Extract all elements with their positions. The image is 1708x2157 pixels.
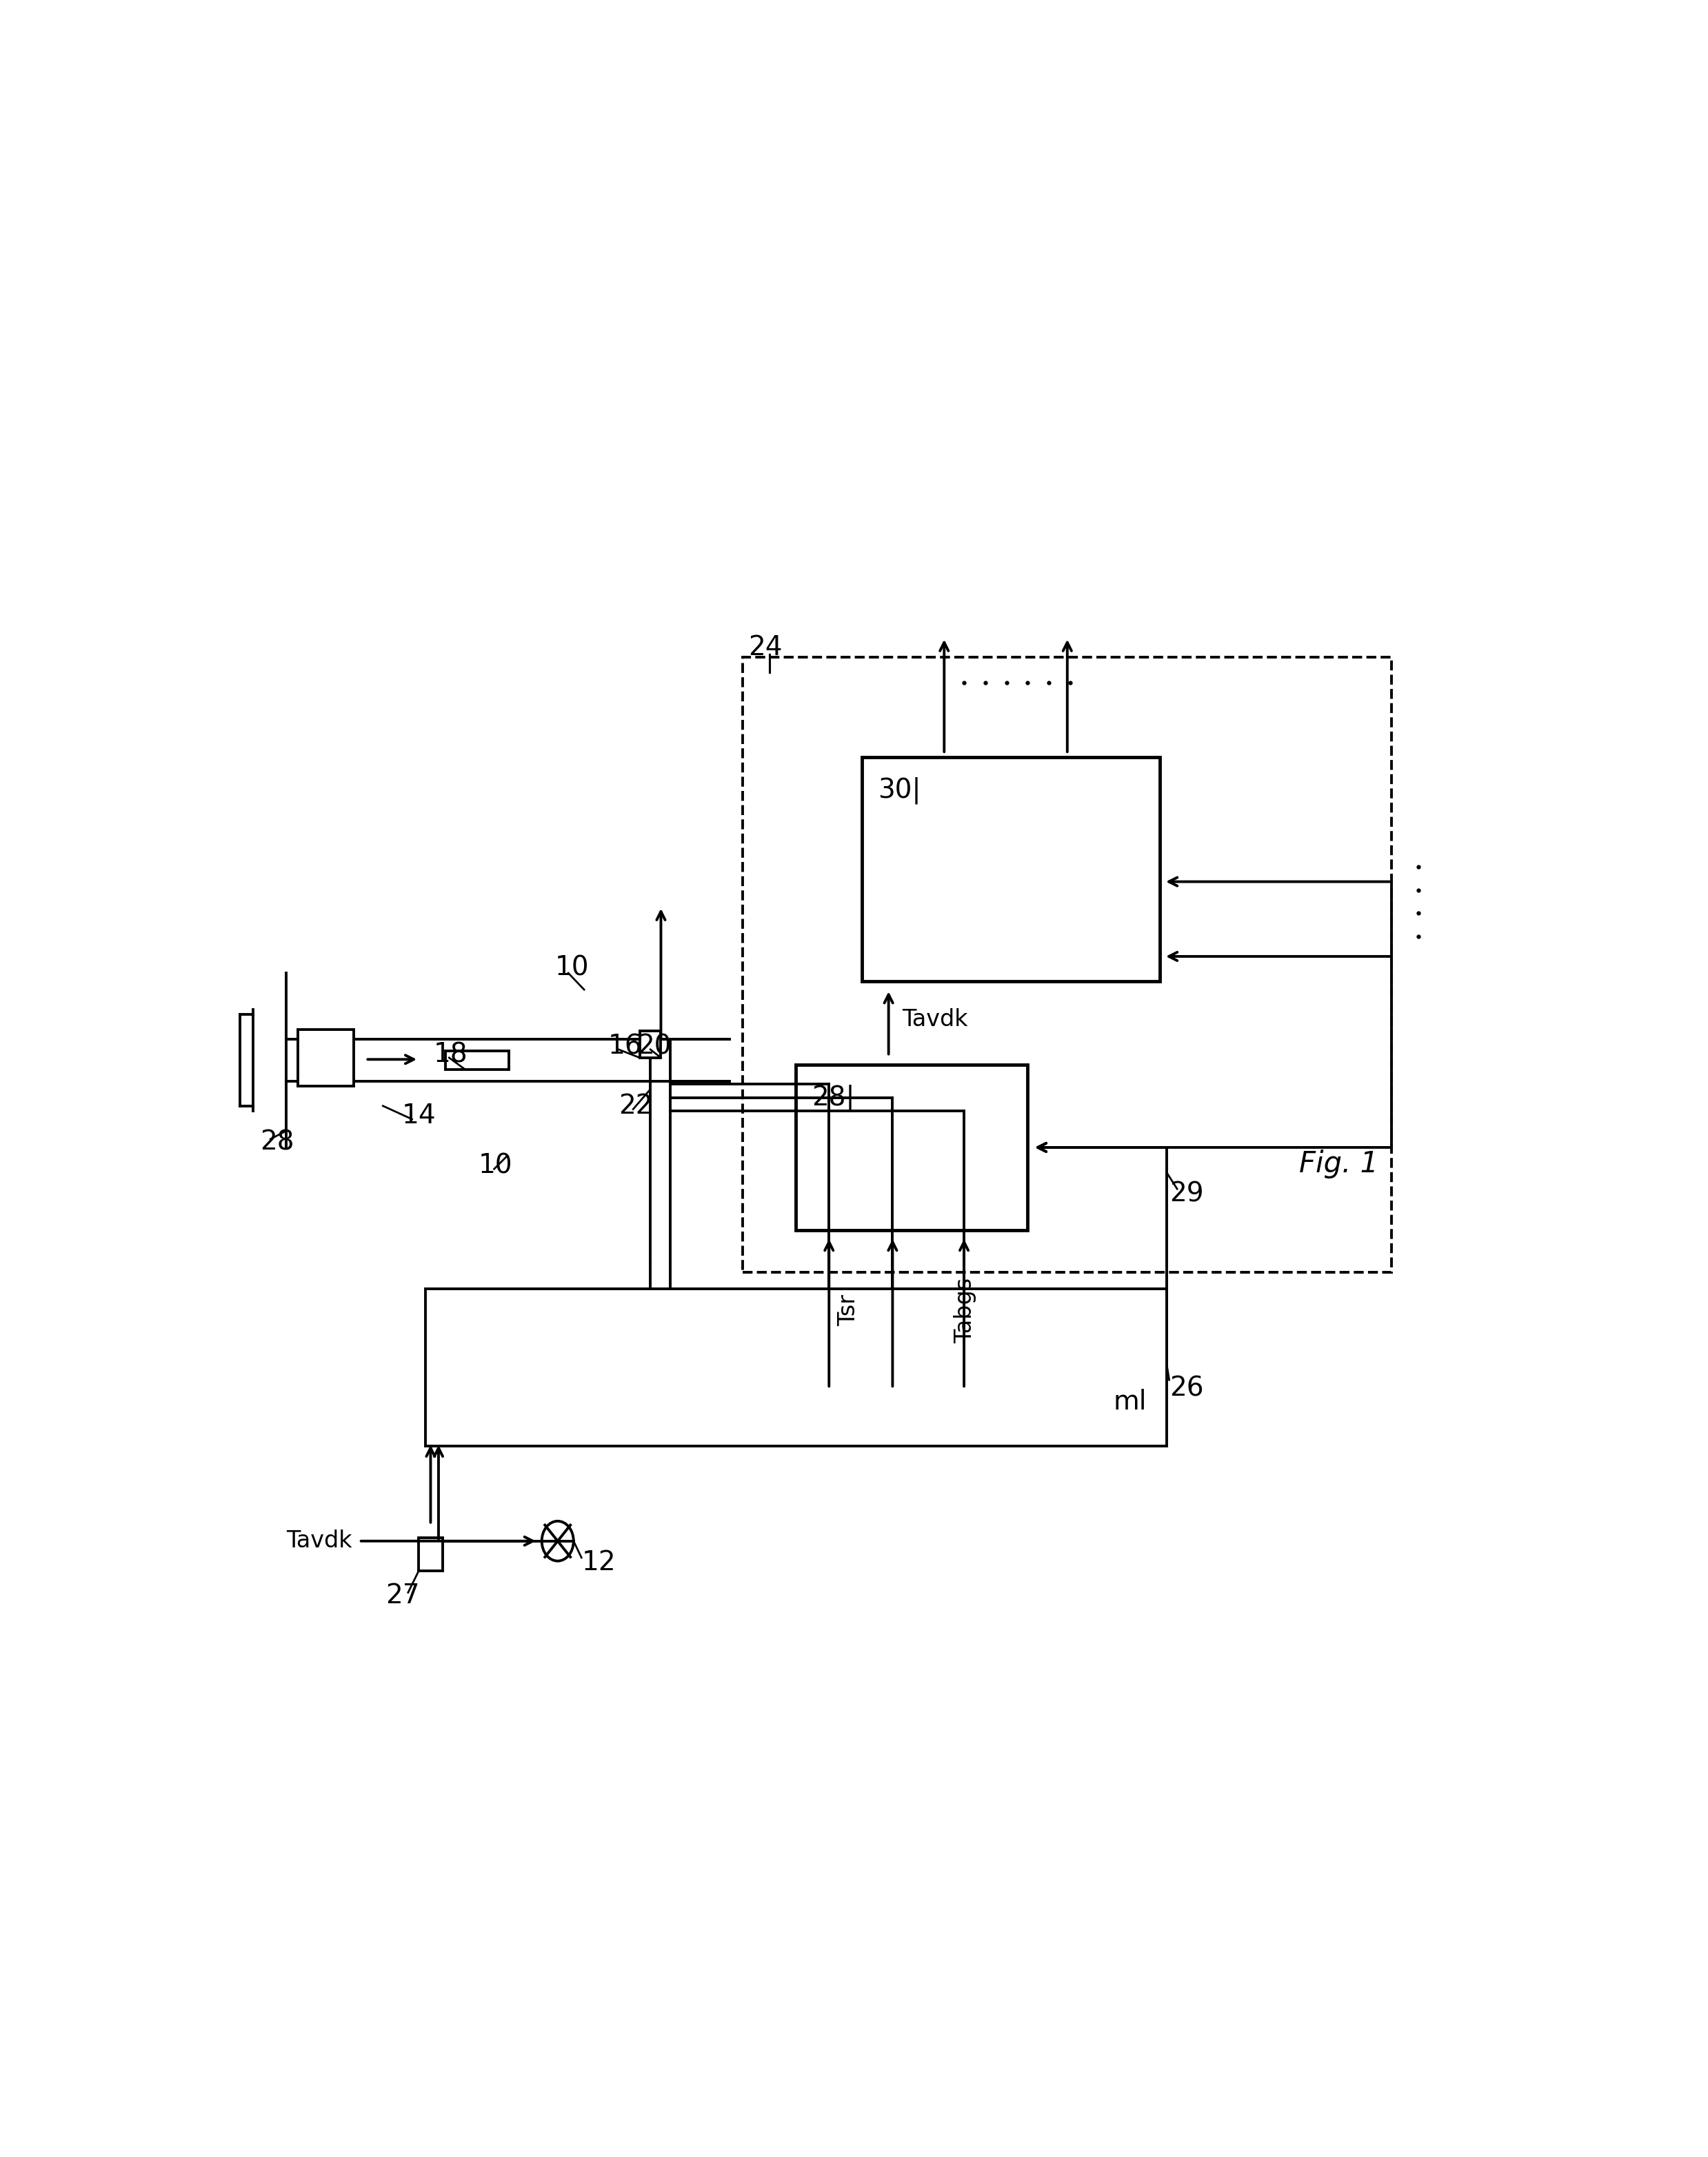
Text: 14: 14 — [401, 1102, 436, 1128]
Bar — [640, 1031, 661, 1057]
Bar — [863, 757, 1160, 981]
Text: 18: 18 — [434, 1042, 468, 1068]
Bar — [446, 1050, 509, 1070]
Bar — [299, 1029, 354, 1085]
Text: ml: ml — [1114, 1389, 1146, 1415]
Bar — [796, 1063, 1028, 1229]
Text: Tavdk: Tavdk — [902, 1007, 968, 1031]
Text: 28|: 28| — [811, 1085, 856, 1111]
Text: 10: 10 — [478, 1152, 512, 1178]
Bar — [743, 658, 1392, 1273]
Text: 22: 22 — [618, 1094, 652, 1119]
Text: 12: 12 — [581, 1549, 615, 1577]
Text: Fig. 1: Fig. 1 — [1300, 1150, 1378, 1178]
Text: 28: 28 — [260, 1130, 294, 1156]
Text: 26: 26 — [1170, 1376, 1204, 1402]
Bar — [425, 1288, 1167, 1447]
Text: Tsr: Tsr — [837, 1294, 859, 1327]
Text: 10: 10 — [555, 956, 589, 981]
Bar — [418, 1538, 442, 1570]
Text: Tabgs: Tabgs — [953, 1277, 977, 1344]
Text: 16: 16 — [608, 1033, 642, 1059]
Text: 20: 20 — [637, 1033, 671, 1059]
Text: Tavdk: Tavdk — [287, 1529, 352, 1553]
Text: 24: 24 — [748, 634, 782, 660]
Text: 27: 27 — [386, 1583, 420, 1609]
Text: 29: 29 — [1170, 1180, 1204, 1208]
Text: 30|: 30| — [878, 777, 921, 805]
